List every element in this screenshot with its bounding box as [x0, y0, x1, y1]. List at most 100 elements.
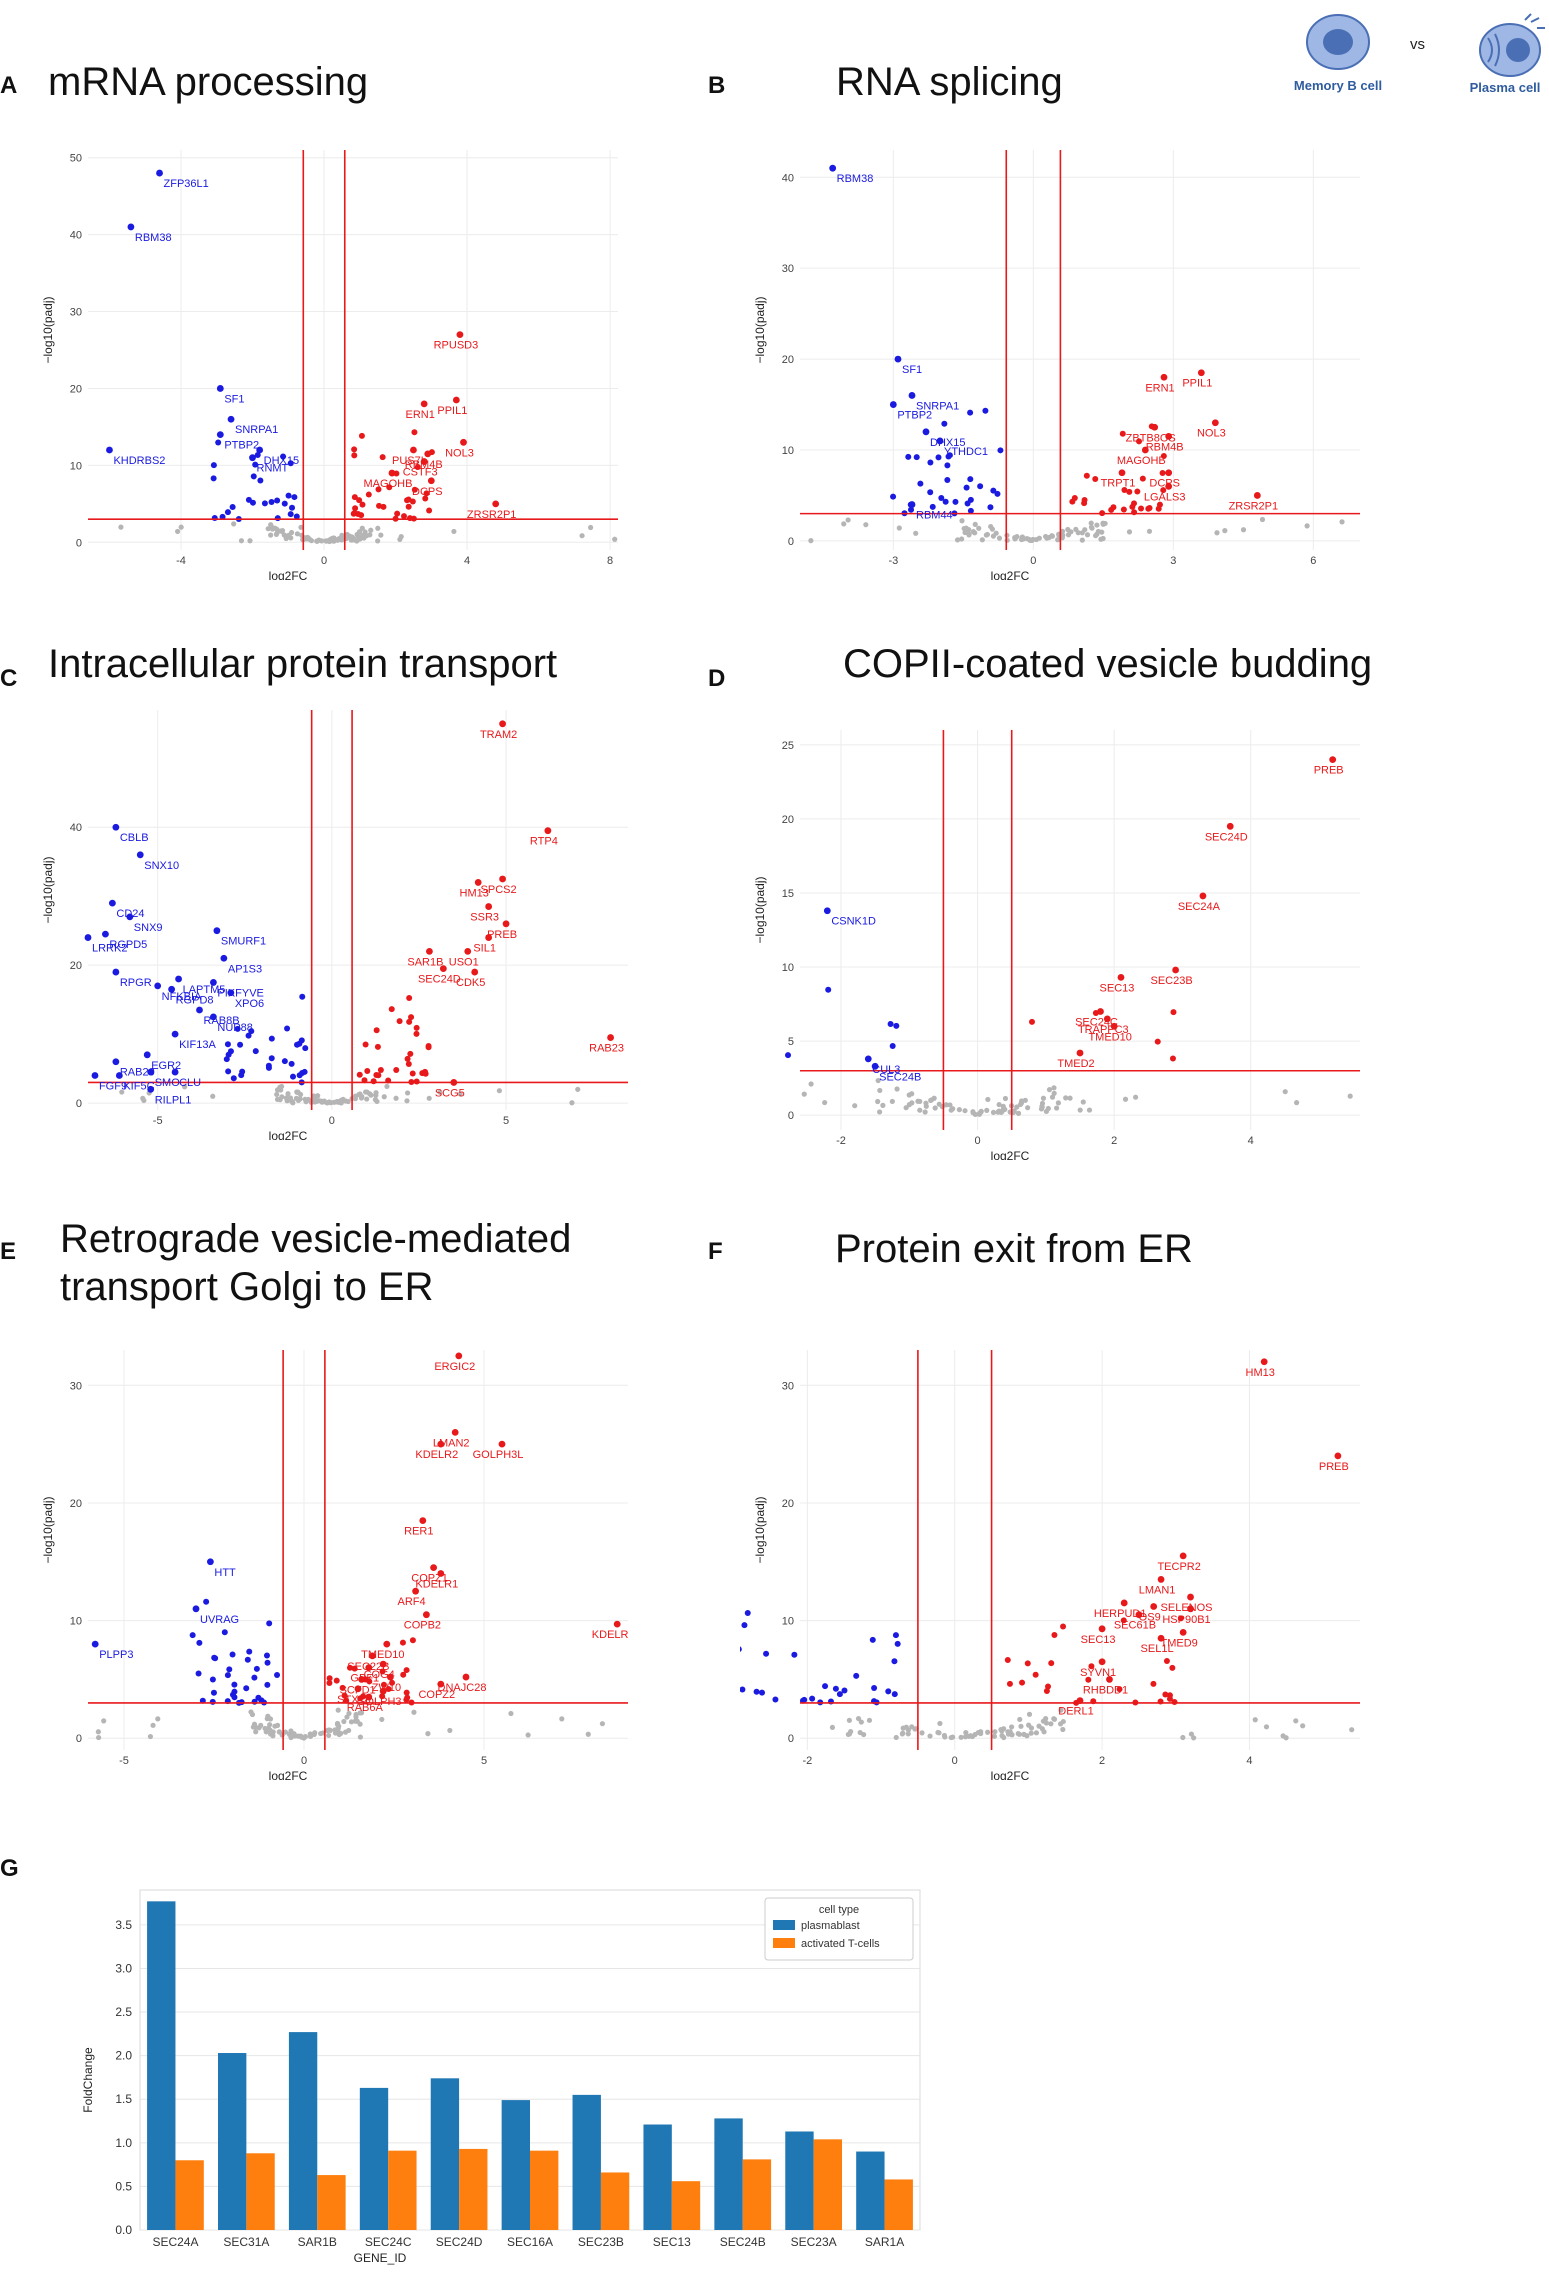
ns-point	[1017, 1716, 1023, 1723]
down-point	[987, 504, 994, 511]
up-point	[1171, 1698, 1178, 1705]
gene-label-sec24d: SEC24D	[418, 974, 461, 986]
gene-label-cog4: COG4	[364, 1669, 395, 1681]
up-point	[426, 507, 433, 514]
down-point	[908, 506, 915, 513]
gene-point-derl1	[1076, 1697, 1084, 1704]
gene-point-dcps	[427, 477, 435, 485]
ns-point	[1084, 532, 1091, 538]
down-point	[967, 496, 974, 503]
down-point	[254, 451, 261, 458]
bar-sar1a-tcells	[884, 2179, 913, 2230]
ns-point	[1019, 534, 1025, 540]
y-tick-label: 3.0	[115, 1961, 132, 1975]
gene-point-tmed10	[1110, 1022, 1118, 1030]
gene-label-golph3l: GOLPH3L	[473, 1449, 524, 1461]
y-tick-label: 0.0	[115, 2223, 132, 2237]
ns-point	[364, 1096, 370, 1102]
gene-point-dhx15	[922, 428, 930, 436]
y-tick-label: 40	[70, 230, 82, 242]
x-tick-label: 0	[952, 1755, 958, 1767]
panel-letter-b: B	[708, 72, 726, 99]
ns-point	[972, 530, 978, 536]
ns-point	[612, 536, 618, 542]
gene-point-sec24c	[1097, 1008, 1104, 1015]
ns-point	[1046, 534, 1052, 541]
x-tick-label: 0	[1030, 555, 1036, 567]
down-point	[889, 1043, 896, 1050]
ns-point	[1100, 521, 1106, 527]
ns-point	[1030, 536, 1036, 543]
ns-point	[238, 538, 245, 544]
up-point	[409, 1070, 416, 1077]
ns-point	[1188, 1731, 1195, 1737]
gene-point-ppil1	[1197, 369, 1205, 377]
up-point	[377, 1066, 384, 1073]
down-point	[822, 1683, 829, 1690]
gene-point-rtp4	[544, 827, 552, 835]
down-point	[935, 454, 942, 461]
ns-point	[1028, 1730, 1034, 1736]
x-tick-label: SEC23B	[578, 2235, 624, 2249]
gene-label-lgals3: LGALS3	[1144, 491, 1186, 503]
bar-sec23a-plasmablast	[785, 2131, 814, 2230]
down-point	[869, 1636, 876, 1643]
ns-point	[848, 1729, 854, 1735]
ns-point	[1015, 1110, 1022, 1116]
ns-point	[348, 1719, 355, 1725]
gene-label-rtp4: RTP4	[530, 836, 558, 848]
panel-title-d: COPII-coated vesicle budding	[843, 642, 1373, 686]
gene-point-sec24b	[871, 1062, 879, 1070]
up-point	[1136, 438, 1143, 445]
gene-label-sar1b: SAR1B	[407, 956, 443, 968]
down-point	[243, 1685, 250, 1692]
gene-label-os9: OS9	[1139, 1611, 1161, 1623]
gene-label-selenos: SELENOS	[1161, 1602, 1213, 1614]
gene-point-gbf1	[365, 1664, 373, 1672]
gene-label-sec24d: SEC24D	[1205, 831, 1248, 843]
bar-sec24a-plasmablast	[147, 1901, 176, 2230]
bar-sec24b-plasmablast	[714, 2118, 743, 2230]
down-point	[252, 461, 259, 468]
ns-point	[1043, 1720, 1049, 1726]
gene-point-rab8b	[196, 1006, 203, 1014]
y-tick-label: 20	[70, 383, 82, 395]
x-tick-label: -5	[153, 1115, 163, 1127]
gridlines	[88, 150, 618, 550]
up-point	[403, 1689, 410, 1696]
down-point	[246, 1648, 253, 1655]
ns-point	[1088, 520, 1094, 526]
ns-point	[1282, 1089, 1288, 1095]
gene-label-hm13: HM13	[460, 887, 489, 899]
ns-point	[267, 1731, 274, 1737]
gene-point-rab20	[112, 1058, 120, 1066]
up-point	[379, 1693, 386, 1700]
ns-point	[846, 1717, 852, 1723]
gene-label-stx18: STX18	[337, 1694, 371, 1706]
ns-point	[935, 1729, 941, 1736]
ns-point	[283, 535, 289, 542]
down-point	[238, 1072, 245, 1079]
gene-label-egr2: EGR2	[151, 1060, 181, 1072]
ns-point	[1214, 530, 1220, 536]
down-point	[209, 1676, 216, 1683]
ns-point	[998, 1109, 1004, 1115]
up-point	[1154, 1038, 1161, 1045]
up-point	[1071, 495, 1078, 502]
ns-point	[327, 1727, 333, 1733]
ns-point	[962, 529, 968, 536]
ns-point	[1014, 1104, 1020, 1110]
down-point	[891, 1691, 898, 1698]
panel-title-c: Intracellular protein transport	[48, 642, 558, 686]
ns-point	[326, 1732, 332, 1739]
gene-point-ptbp2	[216, 431, 224, 439]
down-point	[274, 1671, 281, 1678]
point-cloud	[808, 407, 1345, 544]
ns-point	[312, 1730, 318, 1736]
x-tick-label: 2	[1099, 1755, 1105, 1767]
down-point	[967, 476, 974, 483]
plot-a: -4 0 4 8 0 10 20 30 40 50 log2FC −log10(padj) ZFP36L…	[41, 150, 618, 580]
ns-point	[342, 1729, 349, 1735]
ns-point	[876, 1109, 883, 1115]
gene-label-clu: CLU	[179, 1077, 201, 1089]
